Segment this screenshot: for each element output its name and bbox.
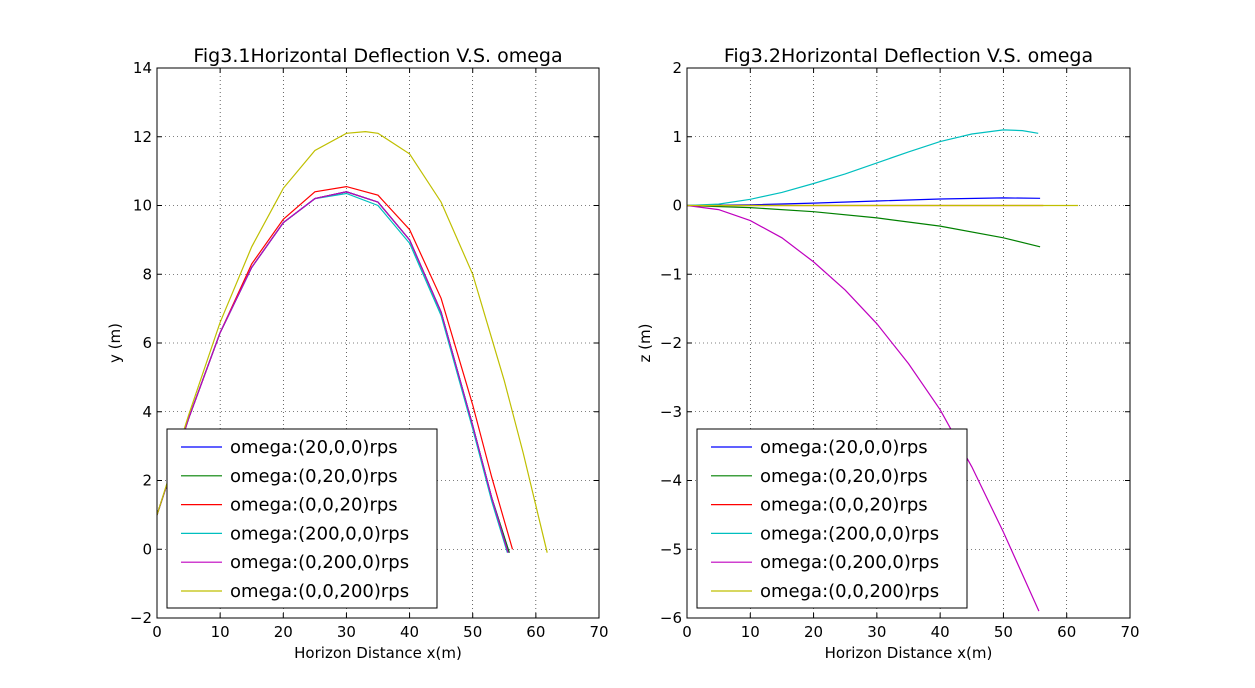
legend: omega:(20,0,0)rps omega:(0,20,0)rps omega:… — [166, 428, 438, 609]
y-tick-label: 2 — [142, 472, 152, 490]
y-tick-label: 10 — [133, 197, 152, 215]
x-tick-label: 70 — [1120, 623, 1139, 641]
legend-label-4: omega:(200,0,0)rps — [230, 523, 409, 544]
chart-title: Fig3.1Horizontal Deflection V.S. omega — [193, 45, 562, 67]
y-axis-label: y (m) — [106, 323, 124, 363]
series-line-4 — [686, 129, 1039, 207]
x-tick-label: 60 — [1057, 623, 1076, 641]
plot-frame — [686, 67, 1131, 619]
chart-panel-2: 0 10 20 30 40 50 60 70 −6 −5 −4 −3 −2 −1 0 1 2 Fig3.2Hori… — [636, 45, 1140, 662]
y-tick-label: 6 — [142, 334, 152, 352]
legend-label-2: omega:(0,20,0)rps — [230, 466, 398, 487]
x-tick-label: 0 — [152, 623, 162, 641]
x-tick-label: 20 — [274, 623, 293, 641]
x-tick-label: 30 — [337, 623, 356, 641]
x-tick-label: 20 — [804, 623, 823, 641]
series-line-5 — [156, 191, 509, 553]
series-line-2 — [686, 204, 1041, 248]
y-tick-label: −2 — [660, 334, 682, 352]
legend-label-3: omega:(0,0,20)rps — [760, 495, 928, 516]
legend-label-1: omega:(20,0,0)rps — [230, 437, 398, 458]
legend-label-5: omega:(0,200,0)rps — [230, 552, 409, 573]
chart-title: Fig3.2Horizontal Deflection V.S. omega — [724, 45, 1093, 67]
legend: omega:(20,0,0)rps omega:(0,20,0)rps omega:… — [696, 428, 968, 609]
x-axis-label: Horizon Distance x(m) — [294, 644, 462, 662]
y-tick-label: 14 — [133, 59, 152, 77]
y-tick-label: −3 — [660, 403, 682, 421]
y-tick-label: 0 — [672, 197, 682, 215]
series-line-6 — [156, 130, 548, 553]
legend-label-1: omega:(20,0,0)rps — [760, 437, 928, 458]
x-tick-label: 30 — [867, 623, 886, 641]
chart-panel-1: 0 10 20 30 40 50 60 70−202468101214Fig3.1Horizo… — [106, 45, 609, 662]
x-tick-label: 60 — [526, 623, 545, 641]
y-tick-label: 0 — [142, 540, 152, 558]
y-tick-label: −2 — [130, 609, 152, 627]
x-tick-label: 10 — [741, 623, 760, 641]
y-tick-label: −1 — [660, 265, 682, 283]
y-tick-label: 1 — [672, 128, 682, 146]
x-tick-label: 70 — [589, 623, 608, 641]
y-tick-label: 4 — [142, 403, 152, 421]
y-tick-label: −6 — [660, 609, 682, 627]
legend-box — [166, 428, 438, 609]
legend-label-2: omega:(0,20,0)rps — [760, 466, 928, 487]
plot-frame — [156, 67, 600, 619]
x-tick-label: 40 — [931, 623, 950, 641]
x-tick-label: 0 — [682, 623, 692, 641]
x-tick-label: 10 — [211, 623, 230, 641]
x-tick-label: 50 — [463, 623, 482, 641]
legend-label-3: omega:(0,0,20)rps — [230, 495, 398, 516]
legend-box — [696, 428, 968, 609]
legend-label-6: omega:(0,0,200)rps — [760, 581, 939, 602]
y-tick-label: −5 — [660, 540, 682, 558]
x-tick-label: 40 — [400, 623, 419, 641]
y-tick-label: 2 — [672, 59, 682, 77]
y-axis-label: z (m) — [636, 324, 654, 363]
x-tick-label: 50 — [994, 623, 1013, 641]
legend-label-4: omega:(200,0,0)rps — [760, 523, 939, 544]
y-tick-label: 12 — [133, 128, 152, 146]
y-tick-label: −4 — [660, 472, 682, 490]
series-line-1 — [686, 197, 1041, 207]
y-tick-label: 8 — [142, 265, 152, 283]
series-line-5 — [686, 204, 1040, 612]
x-axis-label: Horizon Distance x(m) — [825, 644, 993, 662]
legend-label-6: omega:(0,0,200)rps — [230, 581, 409, 602]
legend-label-5: omega:(0,200,0)rps — [760, 552, 939, 573]
